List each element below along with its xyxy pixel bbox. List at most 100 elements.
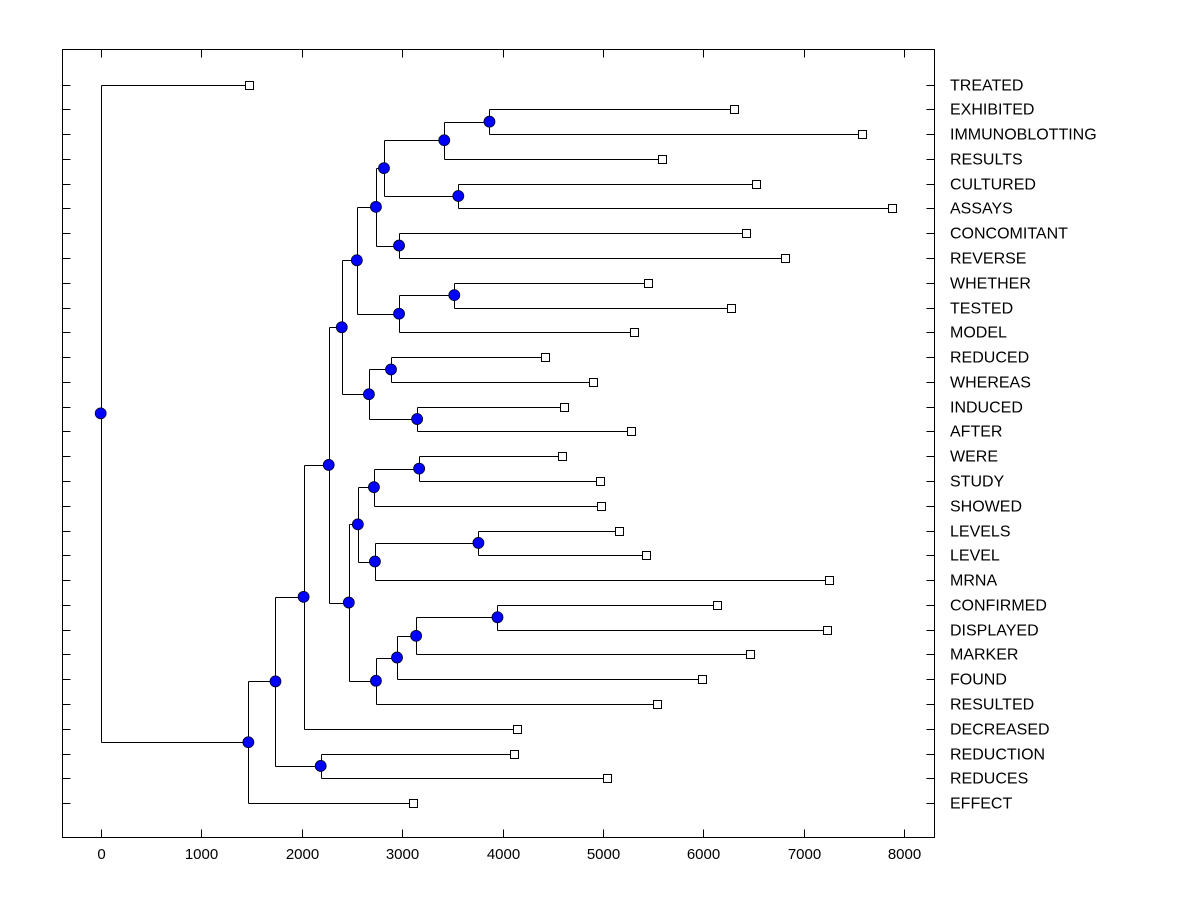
merge-node bbox=[369, 555, 381, 568]
merge-node bbox=[378, 162, 390, 175]
x-axis-tick-labels: 0 1000 2000 3000 4000 5000 6000 7000 8000 bbox=[97, 846, 921, 863]
x-tick-label: 1000 bbox=[185, 846, 218, 863]
leaf-marker bbox=[746, 650, 755, 659]
merge-node bbox=[410, 629, 423, 642]
leaf-marker bbox=[658, 155, 667, 164]
leaf-marker bbox=[825, 576, 834, 585]
leaf-label: FOUND bbox=[950, 672, 1007, 689]
leaf-label: MODEL bbox=[950, 325, 1007, 342]
leaf-marker bbox=[409, 799, 418, 808]
leaf-label: WERE bbox=[950, 449, 998, 466]
merge-node bbox=[452, 190, 465, 202]
leaf-marker bbox=[245, 81, 254, 90]
leaf-label: TESTED bbox=[950, 301, 1013, 318]
leaf-label: CONFIRMED bbox=[950, 598, 1047, 615]
leaf-label: DISPLAYED bbox=[950, 623, 1039, 640]
merge-node bbox=[335, 321, 348, 334]
branches bbox=[101, 85, 893, 804]
leaf-label: MARKER bbox=[950, 647, 1018, 664]
merge-node bbox=[391, 651, 403, 664]
leaf-label: CULTURED bbox=[950, 177, 1036, 194]
leaf-label: REDUCTION bbox=[950, 747, 1045, 764]
leaf-marker bbox=[558, 452, 567, 461]
merge-node bbox=[448, 289, 461, 302]
leaf-marker bbox=[597, 502, 606, 511]
leaf-marker bbox=[630, 328, 639, 337]
leaf-label: DECREASED bbox=[950, 722, 1050, 739]
leaf-marker bbox=[752, 180, 761, 189]
leaf-label: REDUCED bbox=[950, 350, 1029, 367]
merge-node bbox=[393, 239, 405, 252]
leaf-label: WHETHER bbox=[950, 276, 1031, 293]
leaf-marker bbox=[627, 427, 636, 436]
x-tick-label: 2000 bbox=[286, 846, 319, 863]
leaf-label: LEVELS bbox=[950, 524, 1010, 541]
x-tick-label: 8000 bbox=[888, 846, 921, 863]
x-tick-label: 0 bbox=[97, 846, 105, 863]
merge-node bbox=[269, 675, 282, 688]
leaf-label: INDUCED bbox=[950, 400, 1023, 417]
leaf-marker bbox=[698, 675, 707, 684]
axis-ticks bbox=[62, 49, 935, 838]
leaf-label: TREATED bbox=[950, 78, 1023, 95]
leaf-label: RESULTED bbox=[950, 697, 1034, 714]
leaf-label: STUDY bbox=[950, 474, 1005, 491]
leaf-label: EXHIBITED bbox=[950, 102, 1034, 119]
merge-node bbox=[297, 590, 310, 603]
x-tick-label: 6000 bbox=[687, 846, 720, 863]
x-tick-label: 7000 bbox=[788, 846, 821, 863]
merge-node bbox=[393, 307, 405, 320]
merge-node bbox=[385, 363, 397, 376]
leaf-marker bbox=[653, 700, 662, 709]
merge-node bbox=[242, 736, 255, 749]
x-tick-label: 3000 bbox=[386, 846, 419, 863]
leaf-marker bbox=[589, 378, 598, 387]
merge-node bbox=[483, 115, 496, 128]
merge-node bbox=[370, 200, 382, 213]
merge-node bbox=[351, 518, 364, 531]
leaf-marker bbox=[615, 527, 624, 536]
root-node bbox=[94, 407, 107, 420]
x-tick-label: 4000 bbox=[487, 846, 520, 863]
leaf-marker bbox=[730, 105, 739, 114]
leaf-marker bbox=[510, 750, 519, 759]
leaf-marker bbox=[713, 601, 722, 610]
leaf-marker bbox=[513, 725, 522, 734]
leaf-marker bbox=[823, 626, 832, 635]
merge-node bbox=[370, 674, 382, 687]
merge-nodes bbox=[94, 115, 504, 772]
merge-node bbox=[363, 388, 375, 401]
leaf-marker bbox=[644, 279, 653, 288]
leaf-label: AFTER bbox=[950, 424, 1002, 441]
plot-frame bbox=[62, 49, 935, 838]
merge-node bbox=[438, 134, 451, 147]
leaf-label: WHEREAS bbox=[950, 375, 1031, 392]
merge-node bbox=[411, 413, 424, 425]
leaf-markers bbox=[245, 81, 897, 808]
leaf-marker bbox=[603, 774, 612, 783]
merge-node bbox=[342, 596, 355, 609]
leaf-label: CONCOMITANT bbox=[950, 226, 1068, 243]
x-tick-label: 5000 bbox=[587, 846, 620, 863]
leaf-labels: TREATED EXHIBITED IMMUNOBLOTTING RESULTS CUL… bbox=[950, 78, 1097, 813]
leaf-label: ASSAYS bbox=[950, 201, 1013, 218]
leaf-label: EFFECT bbox=[950, 796, 1012, 813]
leaf-marker bbox=[781, 254, 790, 263]
leaf-label: SHOWED bbox=[950, 499, 1022, 516]
merge-node bbox=[314, 760, 327, 772]
merge-node bbox=[350, 254, 363, 267]
leaf-marker bbox=[742, 229, 751, 238]
leaf-marker bbox=[596, 477, 605, 486]
leaf-marker bbox=[858, 130, 867, 139]
leaf-label: MRNA bbox=[950, 573, 997, 590]
leaf-marker bbox=[888, 204, 897, 213]
merge-node bbox=[368, 481, 380, 494]
leaf-label: REDUCES bbox=[950, 771, 1028, 788]
leaf-marker bbox=[560, 403, 569, 412]
leaf-label: RESULTS bbox=[950, 152, 1023, 169]
merge-node bbox=[322, 459, 335, 471]
leaf-label: REVERSE bbox=[950, 251, 1026, 268]
leaf-marker bbox=[727, 304, 736, 313]
leaf-marker bbox=[642, 551, 651, 560]
